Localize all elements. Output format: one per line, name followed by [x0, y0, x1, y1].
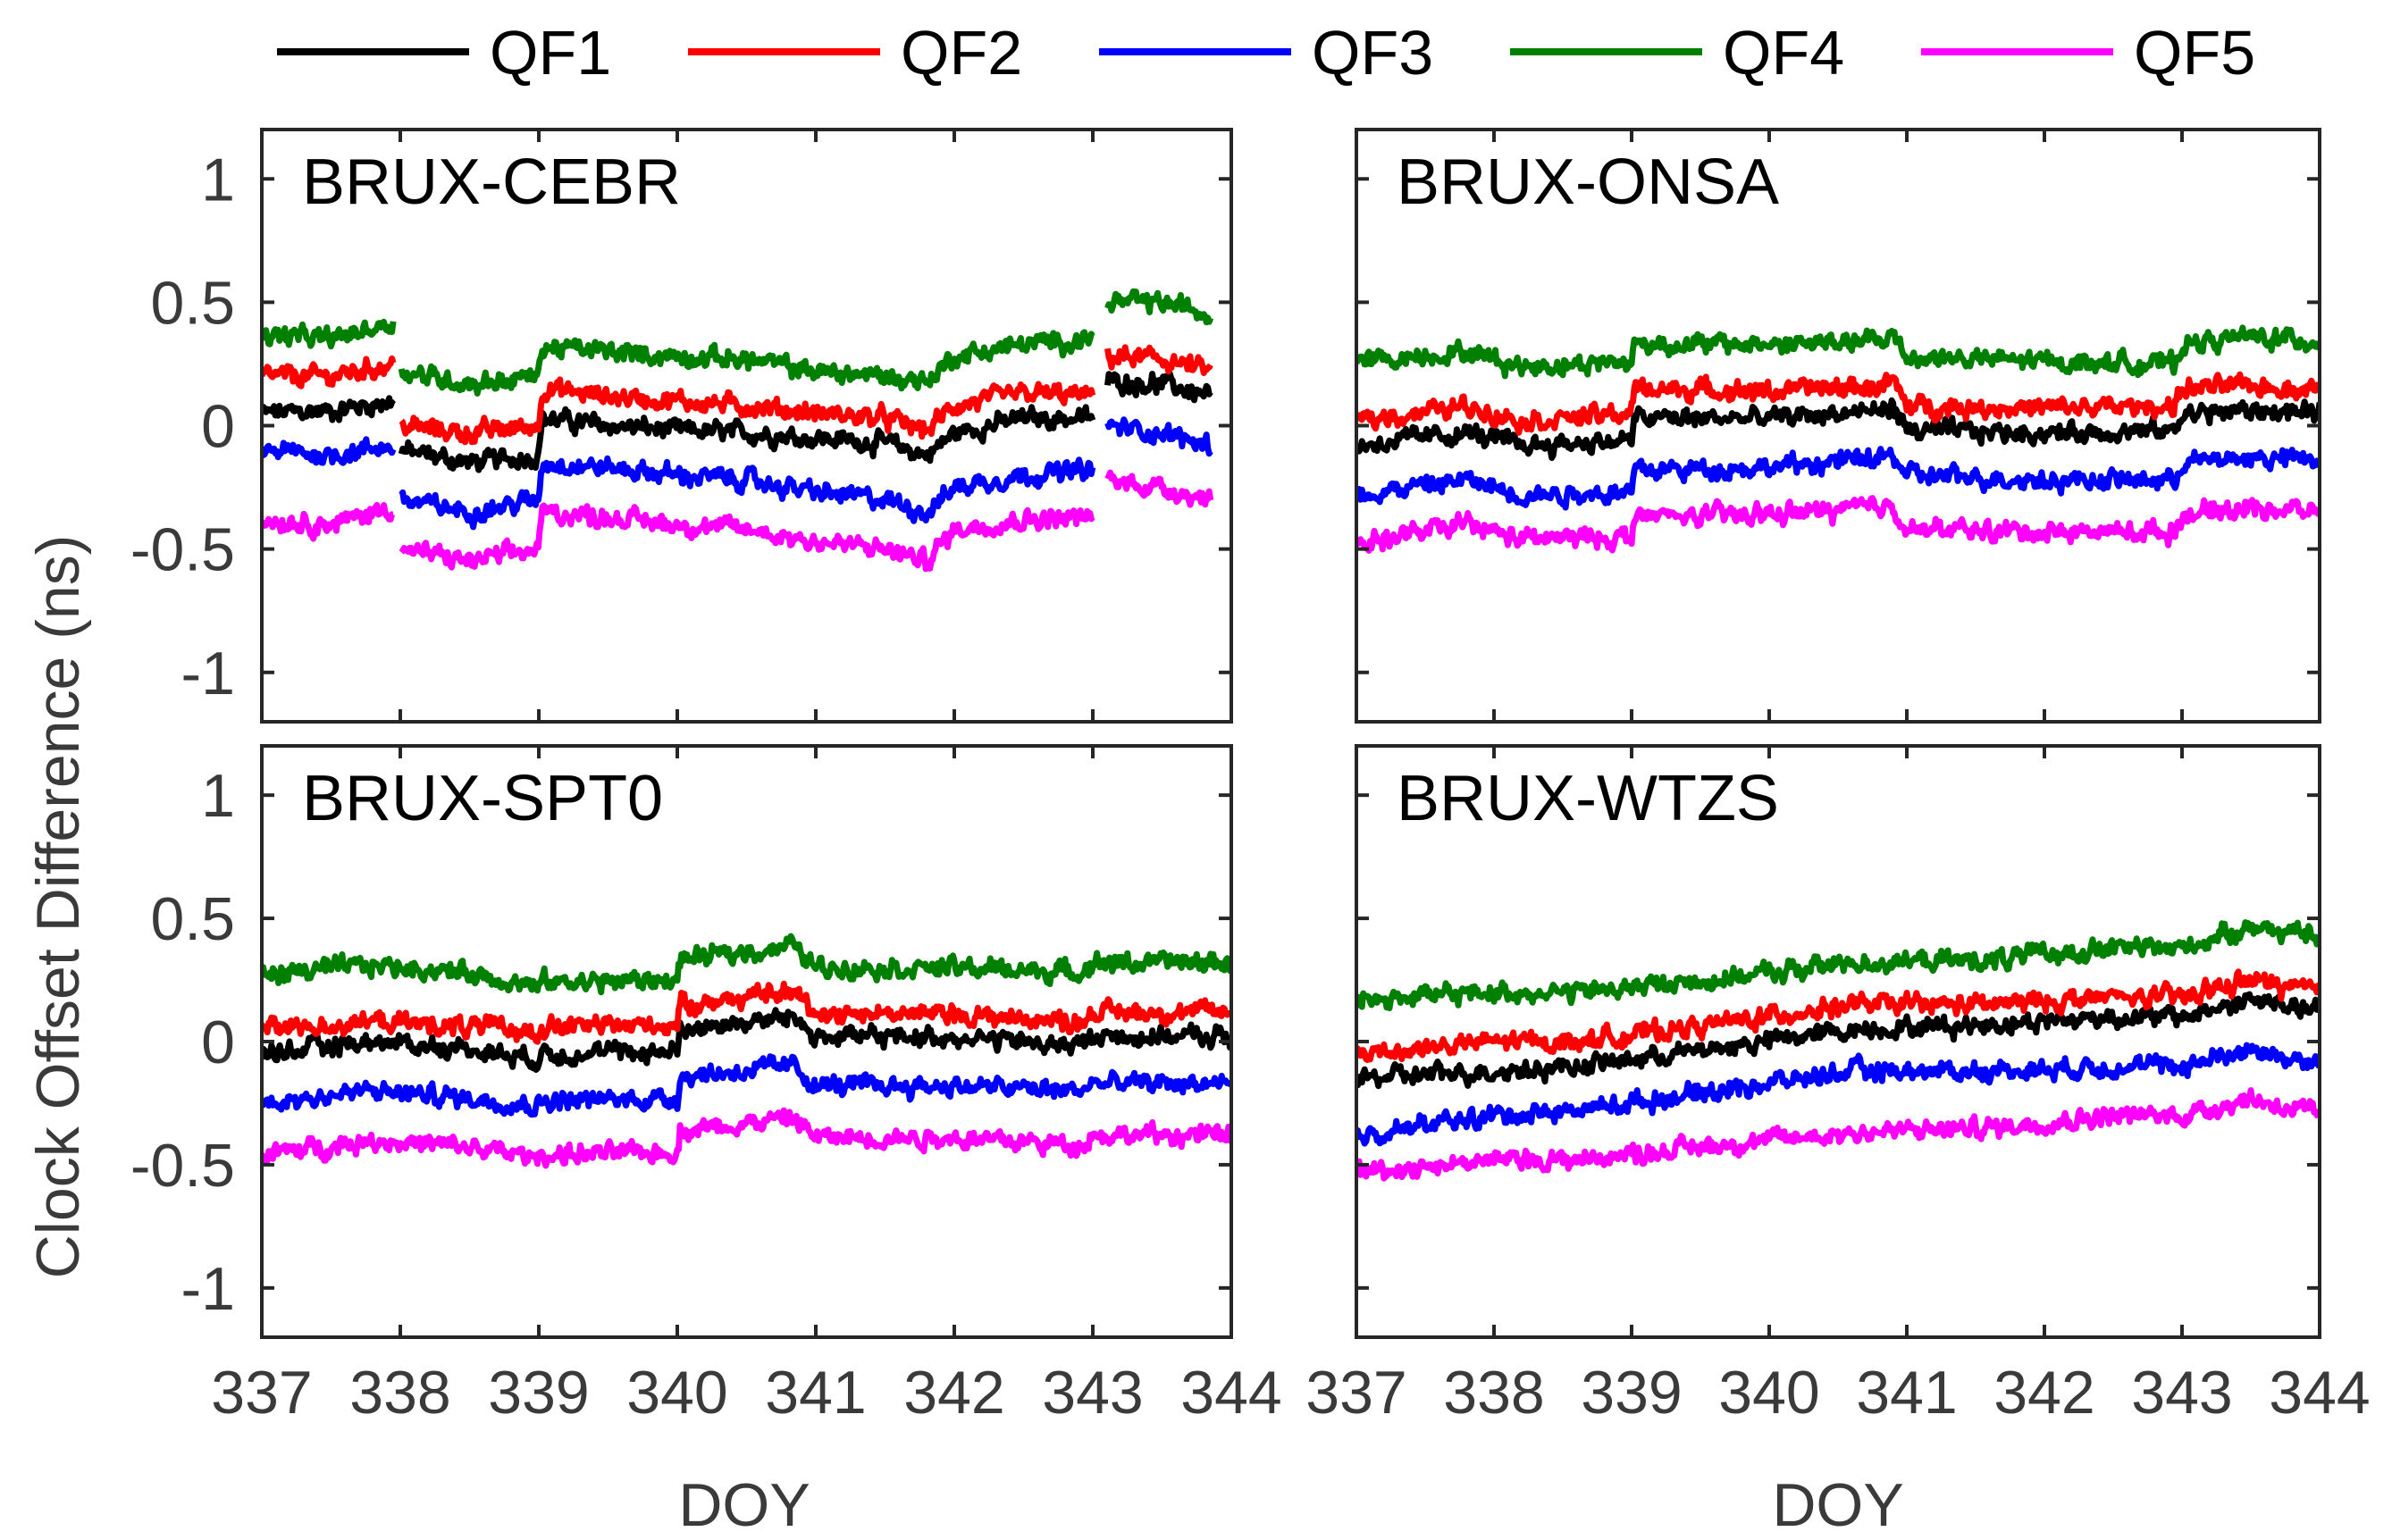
panel-title: BRUX-ONSA — [1397, 146, 1779, 218]
series-line-qf4 — [1356, 919, 2320, 1011]
y-axis-label: Clock Offset Difference (ns) — [24, 535, 92, 1279]
legend: QF1 QF2 QF3 QF4 QF5 — [277, 18, 2255, 88]
series-line-qf3 — [1356, 1042, 2320, 1147]
series-line-qf3 — [262, 1053, 1231, 1118]
legend-label-qf3: QF3 — [1312, 18, 1433, 88]
x-tick-label: 340 — [626, 1359, 727, 1427]
panel-title: BRUX-WTZS — [1397, 763, 1779, 834]
x-tick-label: 343 — [1042, 1359, 1143, 1427]
series-line-qf5 — [1356, 495, 2320, 554]
series-line-qf3 — [262, 416, 1213, 531]
series-line-qf1 — [1356, 397, 2320, 461]
x-tick-label: 341 — [765, 1359, 866, 1427]
series-line-qf2 — [262, 980, 1231, 1045]
y-tick-label: -0.5 — [130, 516, 235, 584]
legend-label-qf1: QF1 — [490, 18, 611, 88]
x-tick-label: 338 — [1443, 1359, 1544, 1427]
series-line-qf1 — [262, 1007, 1231, 1073]
x-tick-label: 338 — [349, 1359, 450, 1427]
x-tick-label: 344 — [2269, 1359, 2370, 1427]
panel-brux-cebr: 1 0.5 0 -0.5 -1 BRUX-CEBR — [130, 128, 1233, 724]
x-tick-label: 342 — [903, 1359, 1004, 1427]
series-line-qf5 — [1356, 1087, 2320, 1182]
series-line-qf2 — [1356, 968, 2320, 1064]
x-tick-label: 339 — [488, 1359, 589, 1427]
series-line-qf4 — [1356, 324, 2320, 380]
series-line-qf2 — [1356, 371, 2320, 436]
series-group — [262, 288, 1214, 573]
series-line-qf2 — [262, 344, 1213, 446]
y-tick-label: 0.5 — [150, 269, 235, 337]
series-line-qf4 — [262, 933, 1231, 996]
x-axis-label-right: DOY — [1772, 1471, 1903, 1539]
series-group — [1356, 919, 2320, 1182]
legend-label-qf2: QF2 — [901, 18, 1022, 88]
legend-label-qf4: QF4 — [1723, 18, 1844, 88]
y-tick-label: 1 — [201, 146, 235, 213]
x-tick-label: 339 — [1581, 1359, 1682, 1427]
x-tick-label: 340 — [1718, 1359, 1819, 1427]
x-tick-label: 337 — [1305, 1359, 1406, 1427]
series-line-qf3 — [1356, 446, 2320, 511]
panel-title: BRUX-CEBR — [302, 146, 681, 218]
series-line-qf4 — [262, 288, 1214, 397]
x-axis-label-left: DOY — [678, 1471, 810, 1539]
series-line-qf5 — [262, 1107, 1231, 1169]
series-line-qf5 — [262, 469, 1214, 573]
x-tick-label: 342 — [1993, 1359, 2094, 1427]
y-tick-label: -1 — [181, 640, 235, 707]
x-tick-label: 344 — [1180, 1359, 1281, 1427]
y-tick-label: 0.5 — [150, 885, 235, 953]
series-group — [1356, 324, 2320, 554]
y-tick-label: 0 — [201, 393, 235, 461]
y-tick-label: -0.5 — [130, 1132, 235, 1200]
series-group — [262, 933, 1231, 1169]
y-tick-label: -1 — [181, 1255, 235, 1323]
series-line-qf1 — [262, 370, 1213, 473]
plot-area: 1 0.5 0 -0.5 -1 BRUX-CEBR BRUX-ONSA 1 0.5 0 -0.5 -1… — [130, 128, 2371, 1427]
y-tick-label: 1 — [201, 762, 235, 830]
panel-brux-wtzs: 337 338 339 340 341 342 343 344 BRUX-WTZS — [1305, 744, 2371, 1427]
panel-brux-spt0: 1 0.5 0 -0.5 -1 337 338 339 340 341 342 343 344 BRUX-… — [130, 744, 1282, 1427]
series-line-qf1 — [1356, 991, 2320, 1090]
legend-label-qf5: QF5 — [2134, 18, 2255, 88]
y-tick-label: 0 — [201, 1009, 235, 1076]
x-tick-label: 343 — [2131, 1359, 2232, 1427]
panel-brux-onsa: BRUX-ONSA — [1355, 128, 2321, 724]
panel-title: BRUX-SPT0 — [302, 763, 663, 834]
x-tick-label: 341 — [1856, 1359, 1957, 1427]
x-tick-label: 337 — [211, 1359, 312, 1427]
